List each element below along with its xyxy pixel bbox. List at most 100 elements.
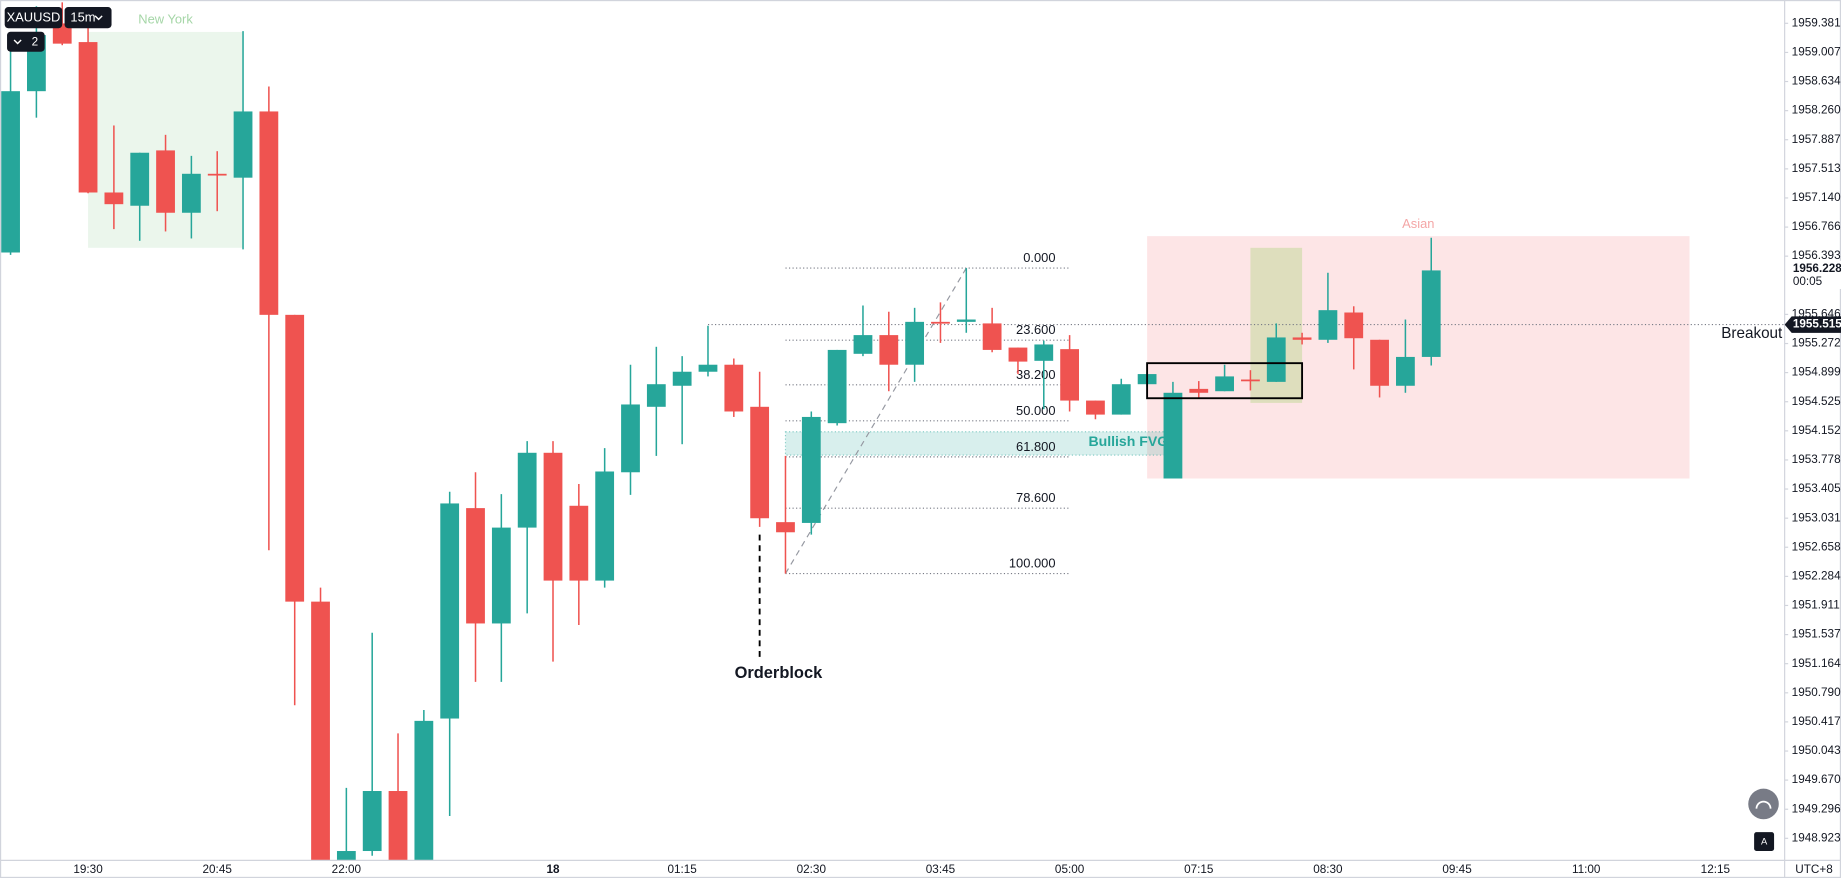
candle-body <box>311 601 330 861</box>
y-tick-label: 1949.670 <box>1792 773 1841 786</box>
scroll-button[interactable] <box>1748 788 1779 820</box>
candle-body <box>750 406 770 519</box>
candle-body <box>776 522 795 533</box>
candle-body <box>1 91 20 253</box>
plot-area: New York Asian Bullish FVG Breakout 0.000 23.… <box>1 2 1785 861</box>
last-price-tag <box>1785 260 1841 290</box>
scroll-icon <box>1755 800 1772 809</box>
candle-body <box>1034 344 1054 361</box>
candle-body <box>156 150 175 213</box>
y-tick-label: 1948.923 <box>1792 831 1841 844</box>
candle-body <box>517 452 537 528</box>
x-tick-label: 18 <box>546 863 560 876</box>
candle-body <box>1344 312 1364 339</box>
x-tick-label: 09:45 <box>1442 863 1472 876</box>
y-tick-label: 1951.164 <box>1792 657 1841 670</box>
fib-level-label: 38.200 <box>1016 367 1055 382</box>
candle-body <box>827 349 847 424</box>
x-tick-label: 01:15 <box>667 863 697 876</box>
countdown: 00:05 <box>1793 275 1823 288</box>
y-tick-label: 1959.007 <box>1792 46 1841 59</box>
symbol-badge[interactable] <box>4 7 63 29</box>
candle-body <box>1111 384 1131 415</box>
candle-body <box>130 152 150 206</box>
fib-level-label: 61.800 <box>1016 439 1055 454</box>
x-tick-label: 08:30 <box>1313 863 1343 876</box>
candle-body <box>1421 270 1441 357</box>
y-tick-label: 1957.513 <box>1792 162 1841 175</box>
chevron-icon <box>13 39 22 45</box>
auto-scale-icon: A <box>1761 836 1768 847</box>
session-label: New York <box>138 12 193 27</box>
hidden-count: 2 <box>32 35 39 48</box>
candle-body <box>259 111 279 315</box>
y-tick-label: 1951.537 <box>1792 628 1841 641</box>
candle-body <box>1008 347 1028 362</box>
candle-body <box>104 192 124 205</box>
candle-body <box>362 791 382 852</box>
x-tick-label: 12:15 <box>1701 863 1731 876</box>
x-tick-label: 02:30 <box>797 863 827 876</box>
breakout-price: 1955.515 <box>1793 318 1841 331</box>
y-tick-label: 1953.405 <box>1792 482 1841 495</box>
candle-body <box>1163 392 1183 479</box>
candle-body <box>698 364 718 372</box>
y-tick-label: 1958.634 <box>1792 75 1841 88</box>
timezone: UTC+8 <box>1795 863 1833 876</box>
candle-body <box>1241 379 1260 382</box>
symbol: XAUUSD <box>7 10 61 25</box>
y-tick-label: 1952.658 <box>1792 540 1841 553</box>
x-tick-label: 05:00 <box>1055 863 1085 876</box>
auto-scale-button[interactable] <box>1754 832 1775 851</box>
candle-body <box>1215 376 1234 392</box>
last-price: 1956.228 <box>1793 262 1841 275</box>
candle-body <box>646 384 666 407</box>
y-tick-label: 1952.284 <box>1792 569 1841 582</box>
candle-body <box>491 527 511 624</box>
fib-level-label: 100.000 <box>1009 556 1056 571</box>
x-tick-label: 22:00 <box>332 863 362 876</box>
breakout-label: Breakout <box>1721 325 1783 342</box>
candle-body <box>440 503 460 719</box>
y-tick-label: 1954.525 <box>1792 395 1841 408</box>
y-tick-label: 1950.417 <box>1792 715 1841 728</box>
session-box <box>1147 236 1690 479</box>
candle-body <box>595 471 615 581</box>
y-tick-label: 1950.043 <box>1792 744 1841 757</box>
session-label: Asian <box>1402 216 1434 231</box>
candle-body <box>1292 337 1312 340</box>
x-tick-label: 03:45 <box>926 863 956 876</box>
candle-body <box>181 173 201 213</box>
collapse-badge[interactable] <box>7 31 45 52</box>
candle-body <box>1266 337 1286 382</box>
fib-level-label: 23.600 <box>1016 322 1055 337</box>
candle-body <box>388 791 408 861</box>
candle-body <box>956 319 976 322</box>
fib-level-label: 0.000 <box>1023 250 1055 265</box>
candle-body <box>931 321 950 324</box>
candle-body <box>52 23 72 44</box>
candle-body <box>1189 388 1209 393</box>
symbol-badges: XAUUSD 15m 2 <box>4 7 112 52</box>
y-tick-label: 1955.272 <box>1792 337 1841 350</box>
candle-body <box>879 335 899 365</box>
candle-body <box>414 720 434 861</box>
y-tick-label: 1956.393 <box>1792 249 1841 262</box>
candle-body <box>543 452 563 581</box>
y-tick-label: 1950.790 <box>1792 686 1841 699</box>
y-tick-label: 1953.031 <box>1792 511 1841 524</box>
fib-level-label: 50.000 <box>1016 403 1055 418</box>
candle-body <box>233 111 253 178</box>
interval-badge[interactable] <box>64 7 112 29</box>
x-tick-label: 11:00 <box>1572 863 1601 876</box>
chevron-icon <box>94 15 103 21</box>
y-tick-label: 1951.911 <box>1792 599 1840 612</box>
y-tick-label: 1959.381 <box>1792 16 1841 29</box>
candle-body <box>1370 339 1389 386</box>
y-tick-label: 1957.140 <box>1792 191 1841 204</box>
axes: 1959.381 1959.007 1958.634 1958.260 1957.887… <box>73 16 1841 876</box>
interval: 15m <box>70 10 95 25</box>
